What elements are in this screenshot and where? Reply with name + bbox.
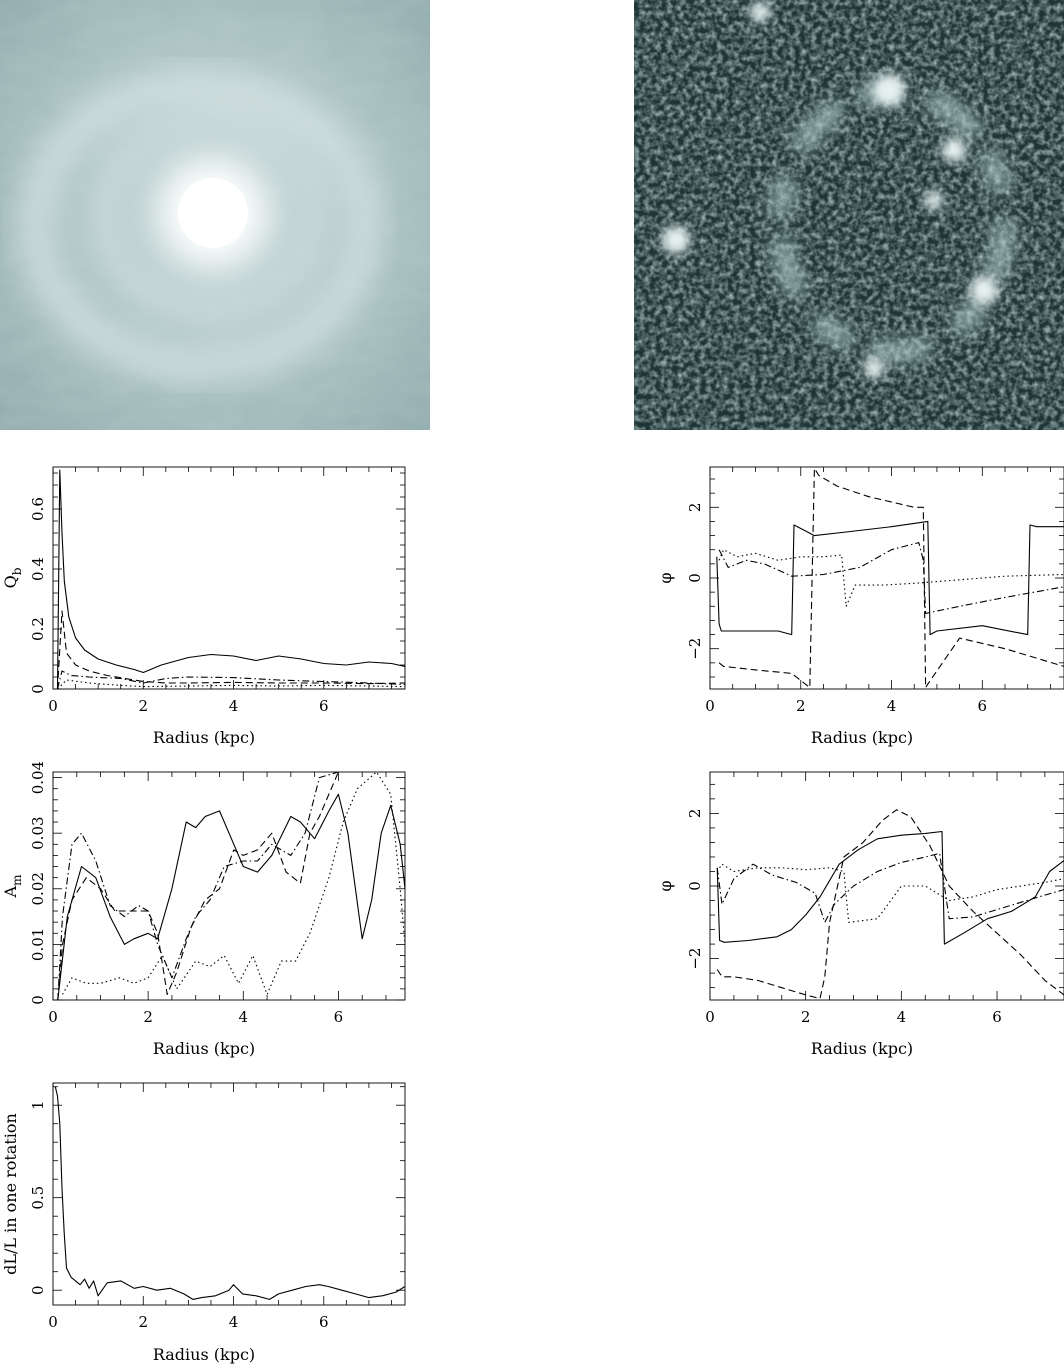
y-tick-label: −2: [686, 948, 704, 970]
y-tick-label: 0.01: [29, 928, 47, 961]
galaxy-ring-smooth-image-icon: [0, 0, 430, 430]
series-dotted-line: [62, 772, 405, 995]
series-solid-line: [716, 520, 1064, 636]
y-axis-label: φ: [656, 880, 675, 891]
y-axis-label-sub: b: [10, 567, 24, 575]
y-tick-label: 0: [29, 684, 47, 694]
series-solid-line: [54, 1086, 405, 1300]
x-tick-label: 0: [48, 1313, 58, 1331]
x-tick-label: 6: [319, 697, 329, 715]
y-tick-label: 0.6: [29, 497, 47, 521]
x-tick-label: 6: [978, 697, 988, 715]
plot-frame: [52, 771, 406, 1001]
x-axis-label: Radius (kpc): [153, 1039, 255, 1058]
x-tick-label: 2: [801, 1008, 811, 1026]
series-dashed-line: [57, 772, 339, 1000]
x-tick-label: 6: [334, 1008, 344, 1026]
chart-dll: 0 2 4 6 0 0.5 1 Radius (kpc) dL/L in one rotatio…: [1, 1082, 406, 1364]
x-axis-label: Radius (kpc): [153, 1345, 255, 1364]
y-tick-label: 0: [29, 1285, 47, 1295]
x-tick-label: 0: [705, 697, 715, 715]
y-tick-label: 0.5: [29, 1186, 47, 1210]
x-tick-label: 2: [796, 697, 806, 715]
series-dotted-line: [718, 549, 1064, 607]
x-tick-label: 2: [138, 1313, 148, 1331]
series-dotted-line: [57, 679, 405, 689]
y-tick-label: 0: [29, 995, 47, 1005]
x-tick-label: 4: [887, 697, 897, 715]
series-dashed-line: [718, 467, 1064, 689]
y-axis-label: Am: [1, 874, 24, 899]
y-tick-label: 0.04: [29, 762, 47, 794]
x-axis-label: Radius (kpc): [811, 728, 913, 747]
y-tick-label: 0.03: [29, 816, 47, 849]
x-tick-label: 4: [238, 1008, 248, 1026]
y-tick-label: 0.2: [29, 617, 47, 641]
x-axis-label: Radius (kpc): [811, 1039, 913, 1058]
x-tick-label: 2: [143, 1008, 153, 1026]
series-dash-dot-line: [716, 852, 1064, 923]
y-tick-label: 0.4: [29, 557, 47, 581]
x-tick-label: 4: [897, 1008, 907, 1026]
x-tick-label: 0: [48, 697, 58, 715]
x-tick-label: 0: [705, 1008, 715, 1026]
series-solid-line: [716, 830, 1064, 945]
plot-frame: [709, 466, 1064, 690]
galaxy-image-right: [634, 0, 1064, 430]
series-solid-line: [56, 469, 405, 689]
series-dashed-line: [716, 809, 1064, 1000]
y-tick-label: 0: [686, 573, 704, 583]
y-tick-label: 0.02: [29, 872, 47, 905]
x-tick-label: 6: [992, 1008, 1002, 1026]
y-tick-label: 2: [686, 809, 704, 819]
y-axis-label: φ: [656, 572, 675, 583]
y-tick-label: 1: [29, 1100, 47, 1110]
y-axis-label: dL/L in one rotation: [1, 1113, 20, 1275]
series-solid-line: [57, 793, 405, 1000]
x-tick-label: 4: [229, 697, 239, 715]
y-tick-label: 2: [686, 503, 704, 513]
series-dotted-line: [719, 863, 1064, 923]
galaxy-ring-residual-image-icon: [634, 0, 1064, 430]
series-dash-dot-line: [56, 670, 405, 689]
series-dash-dot-line: [57, 772, 339, 1000]
x-tick-label: 4: [229, 1313, 239, 1331]
x-axis-label: Radius (kpc): [153, 728, 255, 747]
y-axis-label: Qb: [1, 567, 24, 588]
chart-qb: 0 2 4 6 0 0.2 0.4 0.6 Radius (kpc) Qb: [1, 466, 406, 747]
y-axis-label-sub: m: [10, 874, 24, 886]
plot-frame: [52, 466, 406, 690]
x-tick-label: 2: [138, 697, 148, 715]
plot-frame: [709, 771, 1064, 1001]
chart-an: 0 2 4 6 0 0.01 0.02 0.03 0.04 Radius (kpc) Am: [1, 762, 406, 1058]
y-tick-label: 0: [686, 881, 704, 891]
x-tick-label: 0: [48, 1008, 58, 1026]
series-dash-dot-line: [718, 542, 1064, 614]
plot-frame: [52, 1082, 406, 1306]
galaxy-image-left: [0, 0, 430, 430]
y-tick-label: −2: [686, 638, 704, 660]
chart-phase-top: 0 2 4 6 −2 0 2 Radius (kpc) φ: [656, 466, 1064, 747]
series-dashed-line: [56, 610, 405, 689]
x-tick-label: 6: [319, 1313, 329, 1331]
